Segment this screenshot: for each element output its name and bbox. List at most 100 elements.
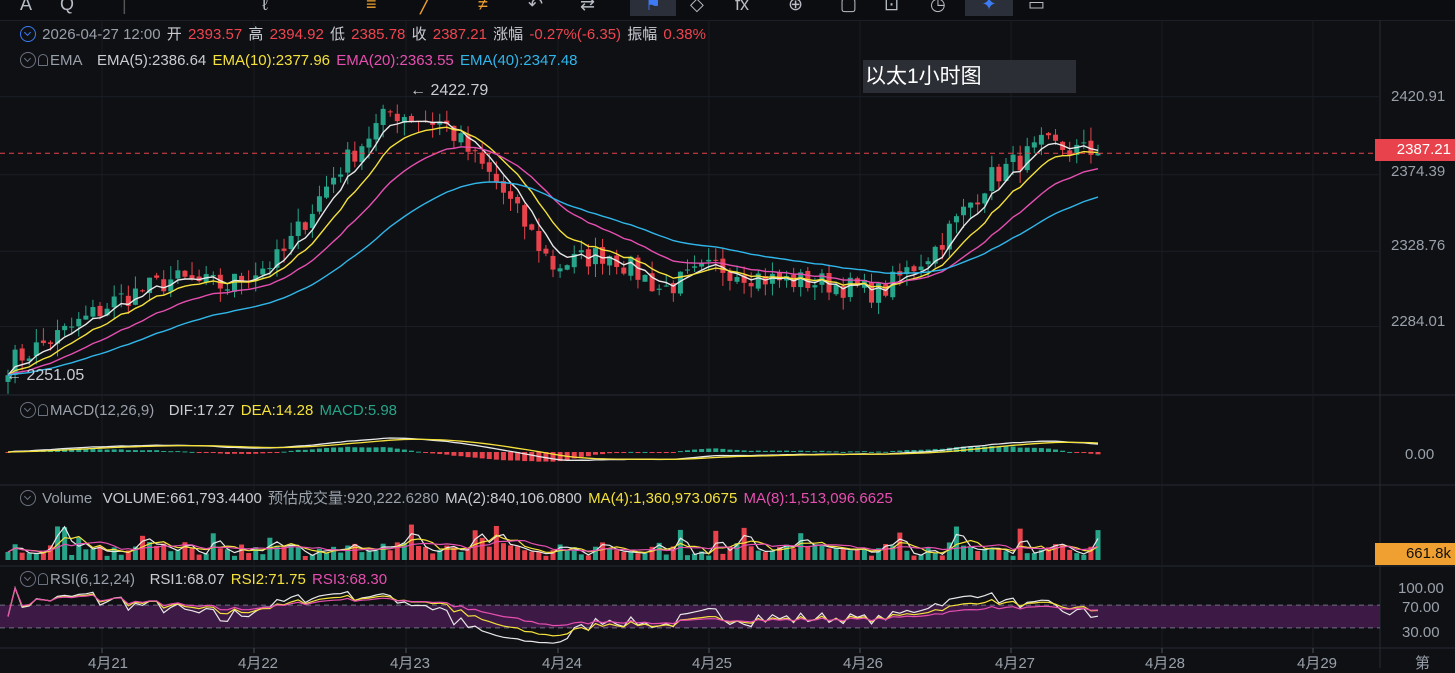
volume-bar <box>550 550 556 560</box>
macd-histogram-bar <box>1074 452 1080 453</box>
macd-histogram-bar <box>600 452 606 455</box>
macd-histogram-bar <box>472 452 478 458</box>
volume-bar <box>1017 528 1023 560</box>
redo-icon[interactable]: ⇄ <box>580 0 596 14</box>
candle-body <box>1074 144 1080 155</box>
candle-body <box>656 288 662 290</box>
macd-histogram-bar <box>182 451 188 453</box>
volume-bar <box>932 553 938 560</box>
undo-icon[interactable]: ↶ <box>528 0 544 14</box>
volume-bar <box>1081 554 1087 560</box>
volume-bar <box>1010 555 1016 560</box>
compare-icon[interactable]: ⊕ <box>788 0 804 14</box>
candle-body <box>670 283 676 294</box>
volume-bar <box>776 547 782 560</box>
macd-histogram-bar <box>132 450 138 452</box>
draw-icon[interactable]: ╱ <box>420 0 431 14</box>
volume-bar <box>352 543 358 560</box>
candle-body <box>911 266 917 272</box>
macd-histogram-bar <box>5 452 11 453</box>
volume-bar <box>1031 552 1037 560</box>
volume-bar <box>925 547 931 560</box>
vol-ma8: MA(8):1,513,096.6625 <box>743 490 893 507</box>
low-label: 低 <box>329 26 345 43</box>
candle-body <box>324 186 330 198</box>
volume-bar <box>408 524 414 560</box>
macd-histogram-bar <box>812 451 818 453</box>
volume-bar <box>373 550 379 560</box>
macd-histogram-bar <box>366 447 372 452</box>
rsi-toggle-icon[interactable] <box>20 571 36 587</box>
interval-icon[interactable]: ℓ <box>262 0 268 14</box>
macd-histogram-bar <box>1045 448 1051 452</box>
search-icon[interactable]: Q <box>60 0 75 14</box>
volume-toggle-icon[interactable] <box>20 490 36 506</box>
crosshair-icon[interactable]: ✦ <box>965 0 1013 16</box>
volume-bar <box>246 553 252 560</box>
change-label: 涨幅 <box>493 26 524 43</box>
camera-icon[interactable]: ▭ <box>1028 0 1046 14</box>
symbol-icon[interactable]: A <box>20 0 33 14</box>
candle-type-icon[interactable]: ≡ <box>366 0 377 14</box>
alert-icon[interactable]: ◇ <box>690 0 704 14</box>
candle-body <box>345 149 351 173</box>
volume-bar <box>953 526 959 560</box>
volume-bar <box>281 546 287 560</box>
volume-bar <box>692 553 698 560</box>
chart-note[interactable]: 以太1小时图 <box>863 60 1076 93</box>
candle-body <box>196 276 202 282</box>
volume-bar <box>231 555 237 560</box>
candle-body <box>231 273 237 292</box>
volume-value: VOLUME:661,793.4400 <box>102 490 262 507</box>
volume-bar <box>359 552 365 560</box>
volume-bar <box>720 553 726 560</box>
layout-icon[interactable]: ▢ <box>840 0 858 14</box>
volume-bar <box>911 555 917 560</box>
indicator-icon[interactable]: fx <box>735 0 750 14</box>
volume-bar <box>819 545 825 560</box>
bell-icon[interactable] <box>38 573 48 585</box>
macd-histogram-bar <box>628 451 634 453</box>
candle-body <box>1003 163 1009 181</box>
volume-bar <box>253 547 259 560</box>
time-tick: 4月22 <box>238 655 279 672</box>
volume-bar <box>40 551 46 560</box>
macd-toggle-icon[interactable] <box>20 402 36 418</box>
candle-body <box>628 256 634 276</box>
collapse-icon[interactable] <box>20 26 36 42</box>
volume-bar <box>224 549 230 560</box>
clock-icon[interactable]: ◷ <box>930 0 946 14</box>
macd-histogram-bar <box>1024 447 1030 452</box>
bookmark-icon[interactable]: ⚑ <box>630 0 676 16</box>
macd-histogram-bar <box>529 452 535 462</box>
rsi2-line <box>7 586 1099 637</box>
candle-body <box>706 259 712 262</box>
volume-bar <box>76 537 82 560</box>
bell-icon[interactable] <box>38 54 48 66</box>
volume-bar <box>670 546 676 560</box>
measure-icon[interactable]: ≠ <box>478 0 488 14</box>
macd-histogram-bar <box>125 450 131 452</box>
macd-histogram-bar <box>338 447 344 452</box>
volume-bar <box>302 555 308 560</box>
volume-bar <box>861 548 867 560</box>
time-tick: 4月21 <box>88 655 129 672</box>
macd-histogram-bar <box>741 450 747 452</box>
candle-body <box>189 275 195 279</box>
macd-histogram-bar <box>720 448 726 452</box>
macd-histogram-bar <box>394 448 400 452</box>
ema-toggle-icon[interactable] <box>20 52 36 68</box>
vol-ma4-line <box>7 534 1099 555</box>
macd-histogram-bar <box>231 452 237 454</box>
candle-body <box>776 272 782 281</box>
template-icon[interactable]: ⊡ <box>884 0 900 14</box>
high-label: 高 <box>248 26 264 43</box>
volume-bar <box>182 542 188 560</box>
candle-body <box>253 275 259 281</box>
macd-histogram-bar <box>699 449 705 452</box>
rsi-name: RSI(6,12,24) <box>50 571 136 588</box>
volume-bar <box>578 554 584 560</box>
macd-histogram-bar <box>621 452 627 453</box>
bell-icon[interactable] <box>38 404 48 416</box>
